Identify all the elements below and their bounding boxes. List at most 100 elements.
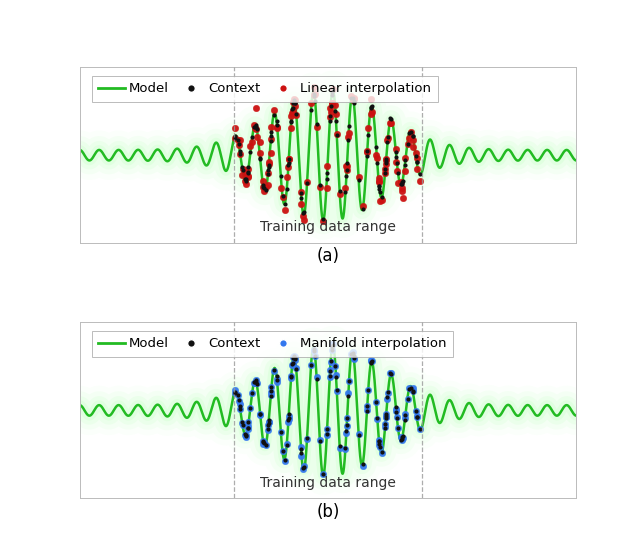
Point — [287, 358, 298, 367]
Point — [243, 171, 253, 180]
Point — [376, 193, 387, 202]
Point — [266, 391, 276, 400]
Point — [397, 434, 408, 443]
Point — [296, 442, 306, 451]
Point — [397, 434, 408, 443]
Point — [243, 163, 253, 172]
Point — [258, 181, 268, 190]
Point — [298, 465, 308, 474]
Point — [317, 469, 328, 478]
Point — [251, 122, 261, 131]
Point — [374, 177, 384, 186]
Point — [404, 134, 414, 143]
Point — [362, 147, 372, 156]
Point — [237, 421, 248, 430]
Point — [406, 128, 416, 137]
Point — [264, 158, 274, 167]
Point — [266, 148, 276, 157]
Point — [374, 177, 385, 186]
Point — [310, 352, 320, 361]
Point — [411, 407, 421, 416]
Point — [309, 89, 319, 98]
Point — [342, 414, 352, 423]
Point — [400, 409, 410, 418]
Point — [255, 410, 266, 419]
Point — [263, 421, 273, 430]
Point — [374, 436, 384, 445]
Point — [247, 389, 257, 398]
Point — [374, 436, 384, 445]
Point — [250, 375, 260, 384]
Point — [353, 172, 364, 181]
Point — [362, 402, 372, 410]
Point — [326, 346, 337, 354]
Point — [286, 373, 296, 382]
Point — [286, 374, 296, 382]
Point — [243, 423, 253, 432]
Point — [385, 370, 396, 379]
Point — [235, 146, 245, 155]
Point — [263, 426, 273, 435]
Point — [309, 82, 319, 91]
Text: Training data range: Training data range — [260, 221, 396, 235]
Point — [280, 205, 290, 214]
Point — [284, 161, 294, 170]
Point — [290, 99, 300, 108]
Point — [371, 143, 381, 152]
Point — [249, 379, 259, 388]
Point — [326, 99, 337, 108]
Point — [328, 86, 338, 95]
Point — [266, 382, 276, 391]
Point — [397, 193, 408, 202]
Point — [374, 441, 385, 450]
Point — [241, 430, 251, 439]
Point — [315, 436, 325, 445]
Point — [243, 424, 253, 433]
Point — [276, 427, 286, 436]
Point — [349, 354, 359, 363]
Point — [349, 94, 359, 102]
Point — [245, 142, 255, 151]
Point — [230, 389, 240, 398]
Point — [397, 183, 408, 192]
Point — [266, 134, 276, 143]
Point — [396, 435, 406, 444]
Point — [391, 158, 401, 167]
Point — [266, 137, 276, 146]
Point — [325, 366, 335, 375]
Point — [324, 372, 335, 381]
Point — [263, 424, 273, 433]
Point — [397, 177, 408, 186]
Point — [380, 165, 390, 174]
Point — [266, 388, 276, 396]
Point — [343, 132, 353, 141]
Point — [362, 405, 372, 414]
Point — [406, 128, 416, 137]
Point — [263, 169, 273, 178]
Point — [291, 109, 301, 118]
Point — [342, 161, 352, 170]
Point — [309, 91, 319, 100]
Point — [324, 372, 335, 381]
Point — [404, 129, 414, 138]
Point — [263, 169, 273, 178]
Point — [232, 390, 243, 399]
Point — [252, 124, 262, 133]
Point — [374, 181, 384, 190]
Point — [375, 188, 385, 197]
Point — [367, 108, 377, 116]
Point — [366, 110, 376, 119]
Point — [342, 166, 352, 175]
Point — [332, 386, 342, 395]
Point — [327, 340, 337, 349]
Point — [366, 104, 376, 113]
Point — [284, 409, 294, 418]
Point — [327, 99, 337, 108]
Point — [371, 151, 381, 160]
Point — [263, 166, 273, 175]
Point — [349, 95, 359, 104]
Point — [258, 437, 268, 446]
Point — [235, 399, 245, 408]
Point — [258, 436, 268, 445]
Point — [396, 178, 406, 187]
